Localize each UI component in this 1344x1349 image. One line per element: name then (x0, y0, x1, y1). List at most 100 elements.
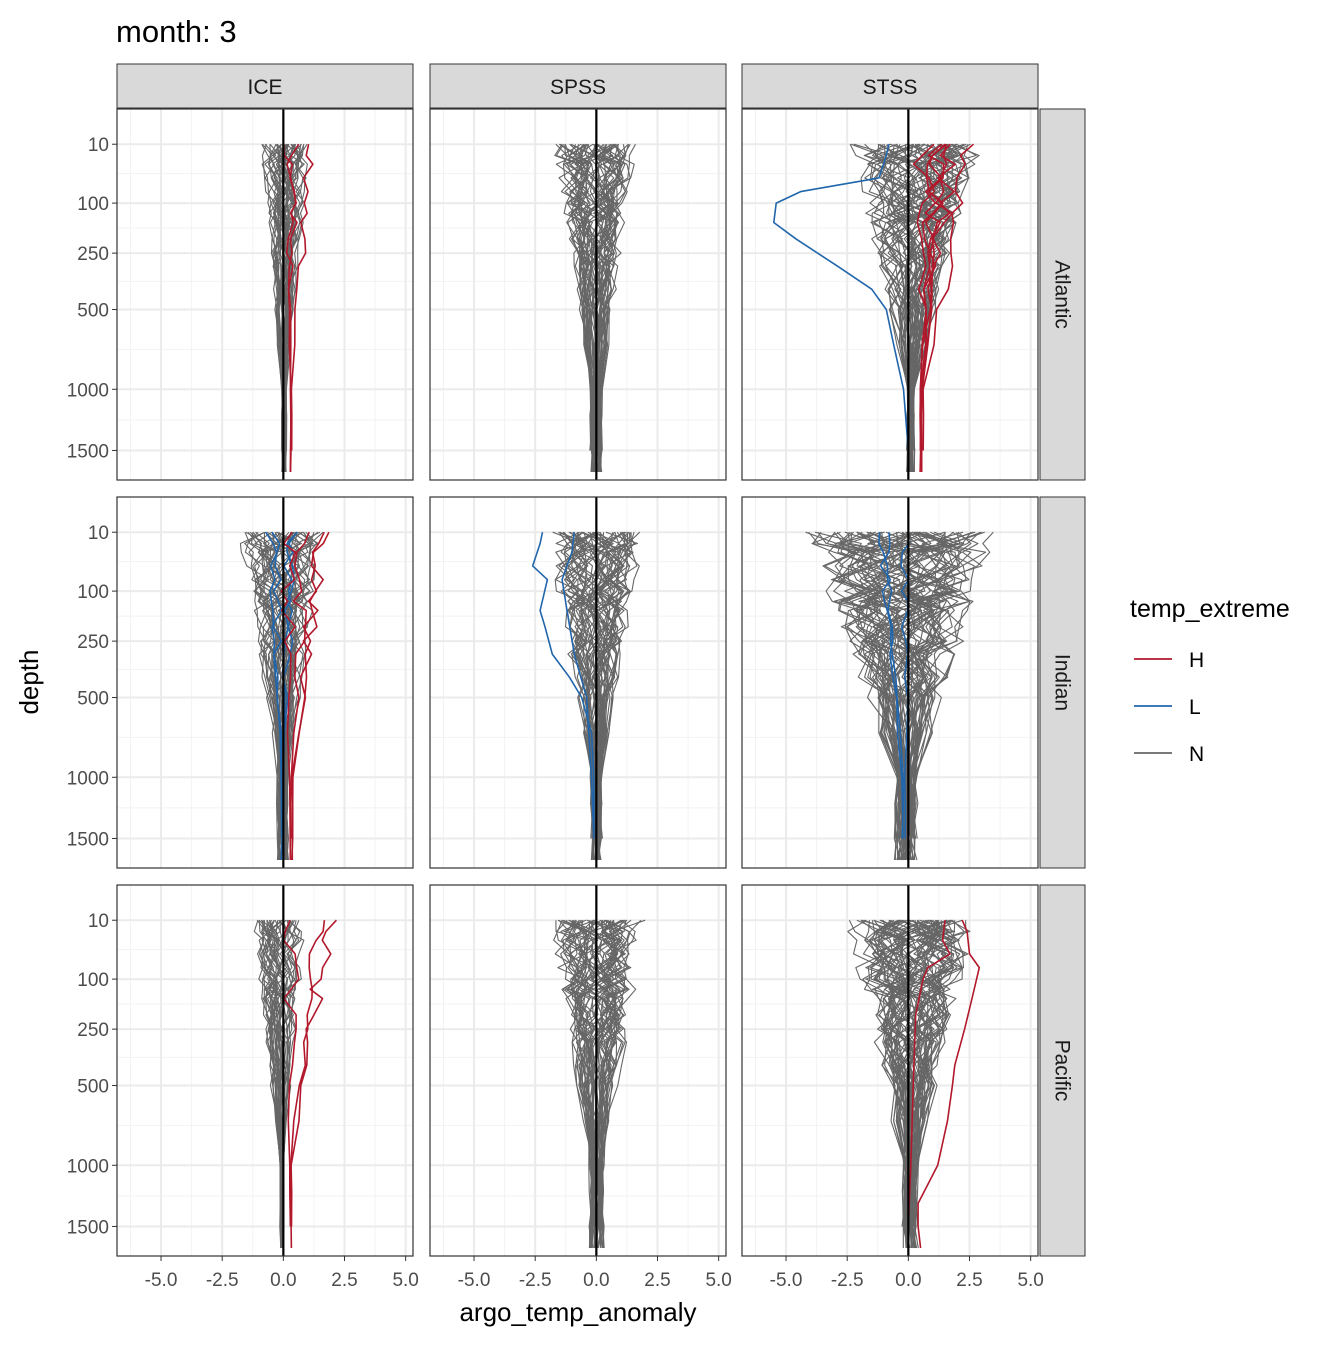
profile-line-n (577, 920, 599, 1227)
profile-line-h (912, 143, 936, 473)
x-tick-label: -5.0 (458, 1270, 491, 1291)
panel-border (741, 884, 1039, 1257)
profile-line-n (244, 531, 282, 860)
profile-line-n (873, 919, 908, 1227)
y-tick-label: 100 (77, 194, 109, 215)
profile-line-n (909, 531, 974, 861)
profile-line-h (290, 920, 326, 1249)
facet-strip-indian (1039, 496, 1086, 869)
profile-line-n (853, 143, 909, 451)
facet-strip-ice (116, 63, 414, 109)
profile-line-l (531, 532, 595, 839)
profile-line-n (848, 531, 902, 839)
profile-line-n (901, 531, 964, 839)
legend: temp_extreme H L N (1130, 595, 1290, 766)
x-tick-label: 2.5 (331, 1270, 357, 1291)
x-tick-label: 0.0 (270, 1270, 296, 1291)
x-tick-label: 0.0 (895, 1270, 921, 1291)
profile-line-n (863, 919, 907, 1227)
profile-line-n (258, 920, 282, 1227)
y-tick-label: 500 (77, 1077, 109, 1098)
panel-atlantic-stss (741, 108, 1039, 481)
y-tick-label: 1000 (67, 1156, 109, 1177)
profile-line-n (912, 531, 983, 839)
facet-strip-label: STSS (863, 76, 918, 99)
x-tick-label: 5.0 (392, 1270, 418, 1291)
profile-lines (239, 531, 330, 861)
profile-line-n (911, 531, 985, 839)
profile-line-n (894, 531, 942, 839)
x-tick-label: 0.0 (583, 1270, 609, 1291)
profile-line-n (908, 919, 949, 1227)
profile-lines (554, 143, 636, 473)
profile-line-l (269, 531, 283, 861)
profile-line-n (553, 919, 595, 1248)
panel-indian-spss (429, 496, 727, 869)
facet-strip-atlantic (1039, 108, 1086, 481)
panel-border (116, 496, 414, 869)
y-axis-title: depth (14, 649, 44, 714)
profile-line-n (586, 919, 619, 1227)
profile-line-n (597, 532, 638, 861)
profile-line-n (568, 919, 597, 1249)
profile-line-n (598, 920, 627, 1227)
profile-line-n (914, 920, 967, 1249)
profile-line-n (908, 531, 957, 861)
profile-line-n (595, 532, 620, 861)
panel-pacific-stss: -5.0 -2.5 0.0 2.5 5.0 (741, 884, 1044, 1291)
profile-line-n (890, 144, 914, 451)
profile-line-h (280, 531, 297, 861)
facet-strip-spss (429, 63, 727, 109)
profile-line-h (917, 919, 981, 1249)
profile-line-h (919, 143, 947, 451)
panel-pacific-spss: -5.0 -2.5 0.0 2.5 5.0 (429, 884, 732, 1291)
y-tick-label: 1000 (67, 380, 109, 401)
profile-line-h (291, 531, 325, 861)
y-tick-label: 1500 (67, 1217, 109, 1238)
profile-line-n (597, 920, 632, 1227)
y-tick-label: 250 (77, 1020, 109, 1041)
profile-line-n (814, 531, 903, 861)
profile-line-n (576, 144, 596, 473)
legend-label-n: N (1189, 743, 1204, 766)
x-tick-label: -2.5 (206, 1270, 239, 1291)
facet-strip-label: Pacific (1051, 1040, 1074, 1102)
profile-line-n (849, 143, 909, 451)
legend-title: temp_extreme (1130, 595, 1290, 623)
y-tick-label: 250 (77, 244, 109, 265)
x-tick-label: -5.0 (145, 1270, 178, 1291)
profile-line-n (257, 920, 282, 1227)
profile-line-n (912, 920, 964, 1227)
profile-line-n (597, 531, 629, 839)
profile-line-n (599, 920, 627, 1227)
profile-line-n (912, 919, 963, 1248)
profile-line-h (920, 144, 953, 472)
profile-line-n (863, 143, 910, 451)
profile-line-h (282, 919, 300, 1227)
y-tick-label: 500 (77, 689, 109, 710)
chart-title: month: 3 (116, 14, 237, 49)
panel-border (116, 108, 414, 481)
profile-line-n (282, 920, 305, 1227)
y-tick-label: 10 (88, 135, 109, 156)
profile-line-n (598, 144, 623, 473)
y-tick-label: 100 (77, 970, 109, 991)
facet-strip-pacific (1039, 884, 1086, 1257)
panel-border (741, 108, 1039, 481)
x-tick-label: -5.0 (770, 1270, 803, 1291)
profile-lines (773, 143, 980, 473)
profile-line-n (870, 531, 924, 839)
profile-line-n (873, 920, 909, 1249)
profile-line-l (900, 532, 910, 839)
profile-line-n (593, 143, 617, 451)
profile-line-h (922, 143, 975, 451)
y-tick-label: 10 (88, 911, 109, 932)
y-tick-label: 100 (77, 582, 109, 603)
profile-line-n (569, 144, 598, 451)
profile-line-n (833, 531, 901, 839)
profile-line-n (554, 531, 595, 861)
profile-line-n (587, 143, 610, 451)
panel-atlantic-ice: 10 100 250 500 1000 1500 (67, 108, 414, 481)
profile-line-n (267, 143, 284, 473)
